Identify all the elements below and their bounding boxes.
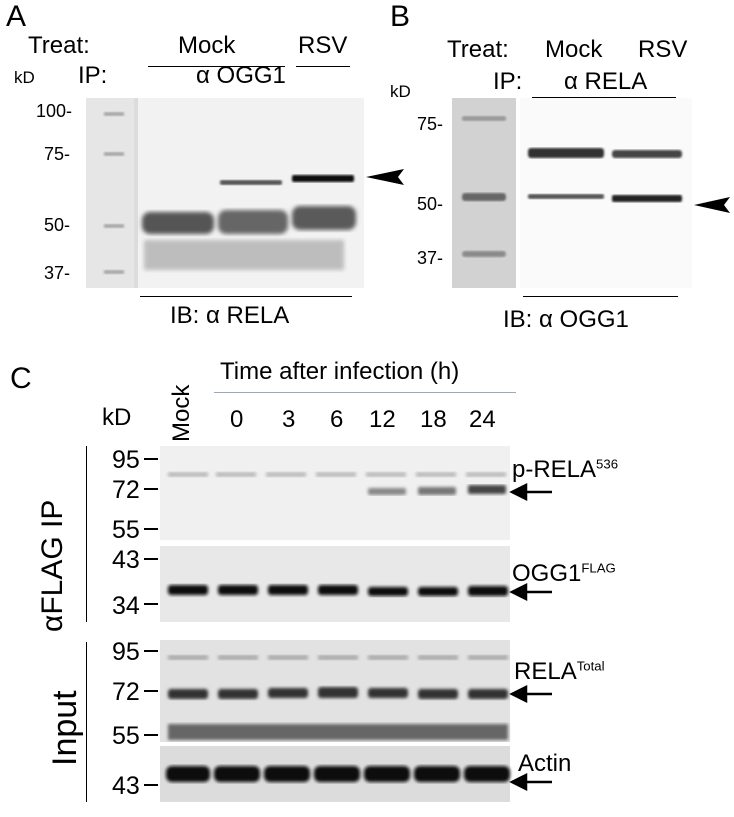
panel-b-ip-antibody: α RELA	[564, 68, 648, 95]
panel-c-input-marker-55: 55	[112, 722, 140, 750]
panel-c-time-24: 24	[469, 406, 496, 433]
panel-b-group-rsv: RSV	[638, 36, 688, 63]
panel-b-ib-line	[523, 296, 678, 297]
panel-c-time-0: 0	[230, 406, 244, 433]
panel-a-treat-label: Treat:	[28, 32, 90, 59]
panel-b-arrowhead-icon	[694, 197, 730, 213]
panel-b-treat-label: Treat:	[447, 36, 509, 63]
panel-c-input-bracket	[86, 642, 87, 802]
panel-c-time-3: 3	[282, 406, 296, 433]
blot-label-ogg1: OGG1FLAG	[512, 560, 616, 588]
panel-a-ib-label: IB: α RELA	[170, 302, 290, 329]
panel-c-input-marker-43: 43	[112, 772, 140, 800]
panel-a-group-rsv: RSV	[298, 32, 348, 59]
ogg1-name: OGG1	[512, 560, 582, 587]
p-rela-arrow-icon	[509, 482, 528, 502]
panel-a-group-mock: Mock	[178, 32, 236, 59]
panel-a-marker-100: 100-	[36, 101, 73, 121]
panel-c-marker-55: 55	[112, 516, 140, 544]
actin-arrow-icon	[509, 772, 528, 792]
panel-c-input-marker-72: 72	[112, 678, 140, 706]
rela-total-name: RELA	[514, 658, 577, 685]
panel-c-letter: C	[10, 362, 32, 395]
panel-b-marker-50: 50-	[417, 194, 444, 214]
panel-b-marker-75: 75-	[417, 114, 444, 134]
panel-c-marker-72: 72	[112, 476, 140, 504]
panel-c-input-marker-95: 95	[112, 638, 140, 666]
panel-a-marker-50: 50-	[44, 215, 71, 235]
panel-c-time-18: 18	[420, 406, 447, 433]
panel-a-mock-bracket	[148, 66, 285, 67]
panel-c-marker-43: 43	[112, 546, 140, 574]
panel-a-rsv-bracket	[296, 66, 350, 67]
panel-a-kd-label: kD	[14, 68, 35, 87]
panel-c-time-line	[214, 392, 516, 393]
panel-c-time-6: 6	[330, 406, 344, 433]
panel-a-ip-label: IP:	[78, 62, 108, 89]
panel-b-ib-label: IB: α OGG1	[503, 306, 629, 333]
panel-a-ib-line	[140, 296, 352, 297]
blot-label-p-rela: p-RELA536	[512, 456, 618, 484]
panel-c-time-12: 12	[369, 406, 396, 433]
blot-label-rela-total: RELATotal	[514, 658, 605, 686]
rela-total-sup: Total	[576, 658, 605, 674]
rela-total-arrow-icon	[509, 684, 528, 704]
panel-a-marker-75: 75-	[44, 144, 71, 164]
blot-label-actin: Actin	[518, 750, 572, 777]
panel-a-letter: A	[6, 0, 27, 33]
panel-c-ip-bracket	[86, 446, 87, 622]
panel-b-marker-37: 37-	[417, 248, 444, 268]
panel-b-ip-label: IP:	[493, 68, 523, 95]
panel-a-ip-antibody: α OGG1	[196, 62, 286, 89]
p-rela-name: p-RELA	[512, 456, 597, 483]
ogg1-arrow-icon	[509, 582, 528, 602]
panel-c-marker-95: 95	[112, 446, 140, 474]
panel-a-arrowhead-icon	[366, 169, 404, 185]
panel-a-marker-37: 37-	[44, 263, 71, 283]
ogg1-sup: FLAG	[581, 560, 616, 576]
panel-c-time-header: Time after infection (h)	[220, 358, 460, 385]
panel-b-letter: B	[390, 0, 411, 33]
panel-b-kd-label: kD	[390, 82, 411, 101]
panel-c-marker-34: 34	[112, 592, 140, 620]
panel-b-ip-line	[532, 97, 676, 98]
panel-c-kd-label: kD	[102, 404, 132, 431]
panel-b-group-mock: Mock	[545, 36, 603, 63]
p-rela-sup: 536	[596, 456, 619, 472]
